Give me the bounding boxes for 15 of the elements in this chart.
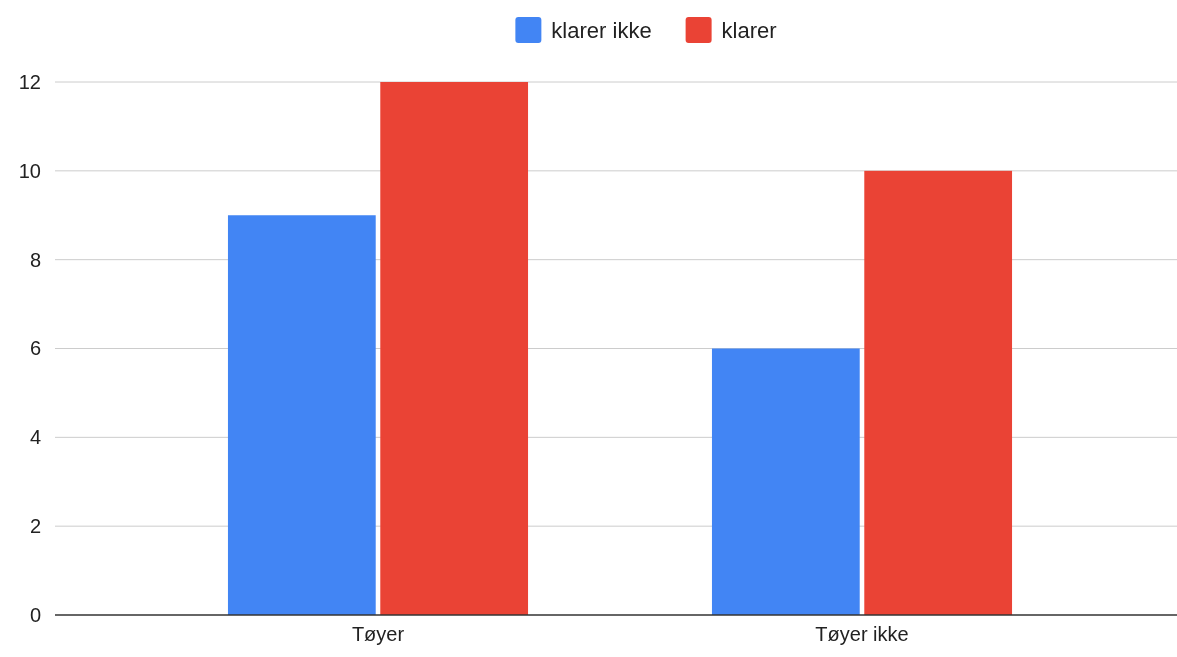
y-tick-label: 12 — [18, 70, 41, 93]
legend-label: klarer ikke — [551, 17, 652, 43]
bar — [864, 170, 1013, 615]
y-tick-label: 10 — [18, 159, 41, 182]
x-tick-label: Tøyer — [351, 623, 405, 646]
bar — [711, 348, 860, 615]
legend-label: klarer — [721, 17, 777, 43]
y-tick-label: 4 — [29, 426, 41, 449]
y-tick-label: 0 — [29, 603, 41, 626]
bar — [227, 215, 376, 615]
y-tick-label: 2 — [29, 515, 41, 538]
y-tick-label: 6 — [29, 337, 41, 360]
y-tick-label: 8 — [29, 248, 41, 271]
x-tick-label: Tøyer ikke — [815, 623, 909, 646]
bar — [380, 82, 529, 615]
